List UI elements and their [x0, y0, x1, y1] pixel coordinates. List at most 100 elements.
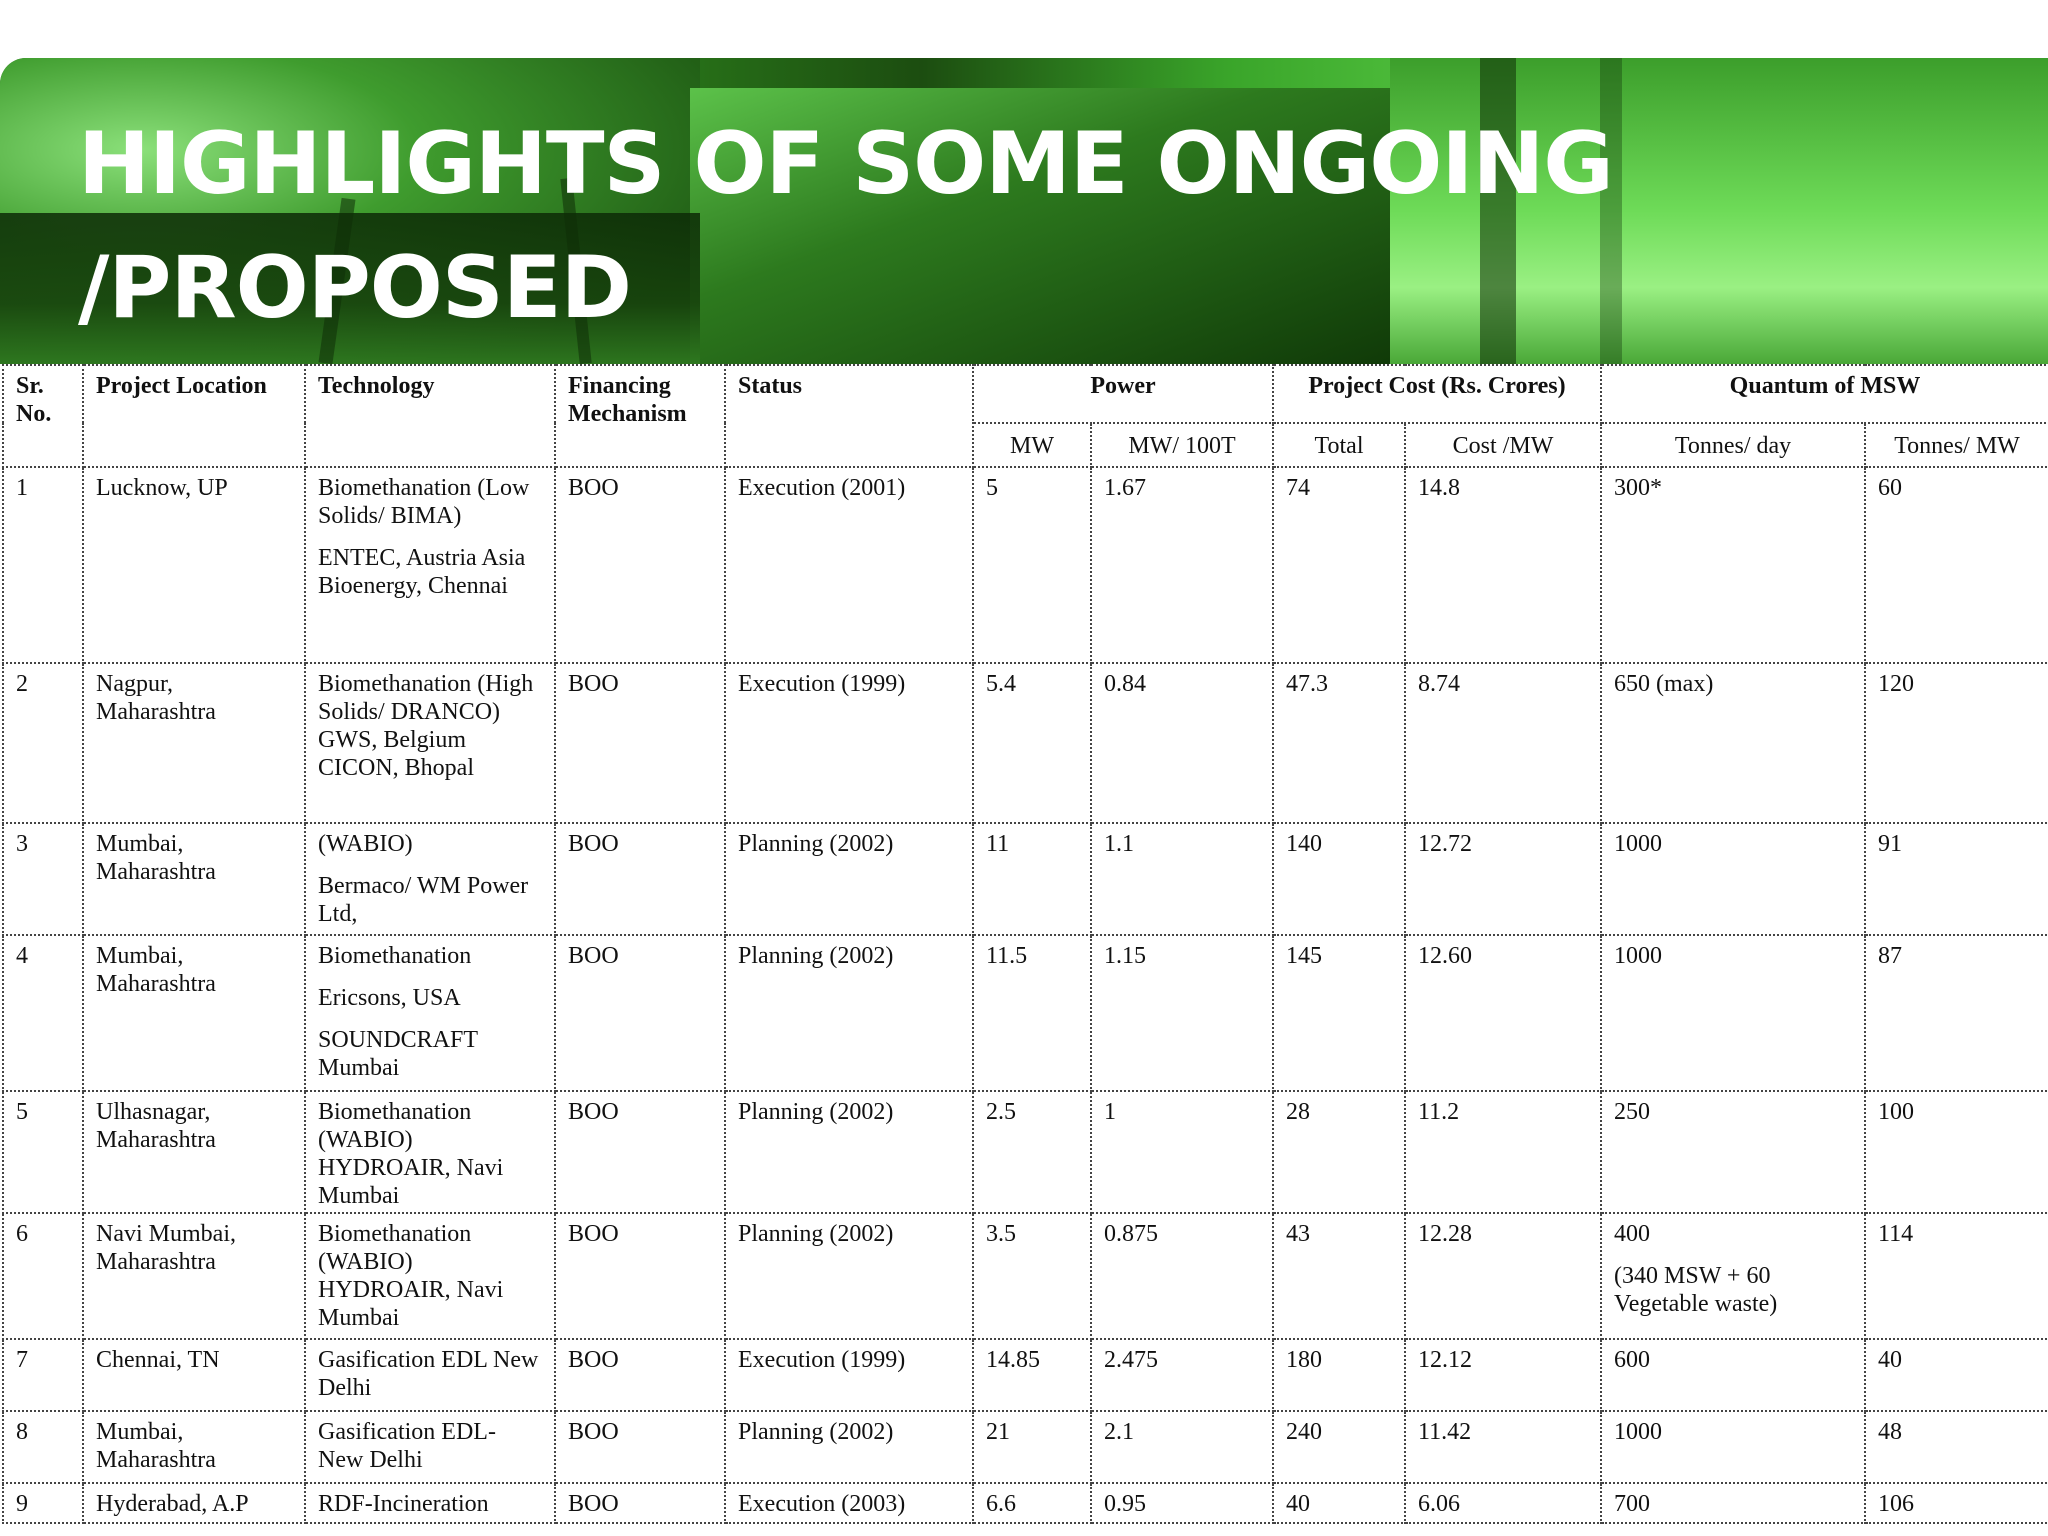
- cell-location: Mumbai, Maharashtra: [82, 1410, 306, 1484]
- cell-status: Planning (2002): [724, 1212, 974, 1340]
- slide-title-line-1: HIGHLIGHTS OF SOME ONGOING /PROPOSED: [78, 114, 1614, 338]
- cell-tonnes-day: 650 (max): [1600, 662, 1867, 824]
- cell-location: Ulhasnagar, Maharashtra: [82, 1090, 306, 1214]
- cell-total: 40: [1272, 1482, 1407, 1524]
- cell-financing: BOO: [554, 822, 726, 936]
- cell-technology: Biomethanation Ericsons, USA SOUNDCRAFT …: [304, 934, 556, 1092]
- cell-sr: 9: [2, 1482, 84, 1524]
- cell-tonnes-day: 600: [1600, 1338, 1867, 1412]
- table-row: 2 Nagpur, Maharashtra Biomethanation (Hi…: [2, 662, 2048, 824]
- cell-financing: BOO: [554, 662, 726, 824]
- cell-financing: BOO: [554, 1482, 726, 1524]
- cell-tonnes-day: 1000: [1600, 1410, 1867, 1484]
- header-sr-no: Sr. No.: [2, 364, 84, 468]
- table-row: 3 Mumbai, Maharashtra (WABIO) Bermaco/ W…: [2, 822, 2048, 936]
- cell-mw-100t: 1.67: [1089, 466, 1275, 664]
- cell-mw: 6.6: [972, 1482, 1092, 1524]
- cell-location: Nagpur, Maharashtra: [82, 662, 306, 824]
- cell-cost-mw: 6.06: [1404, 1482, 1603, 1524]
- table-row: 4 Mumbai, Maharashtra Biomethanation Eri…: [2, 934, 2048, 1092]
- table-row: 6 Navi Mumbai, Maharashtra Biomethanatio…: [2, 1212, 2048, 1340]
- cell-sr: 3: [2, 822, 84, 936]
- cell-cost-mw: 11.42: [1404, 1410, 1603, 1484]
- header-power: Power: [971, 364, 1275, 424]
- msw-projects-table: Sr. No. Project Location Technology Fina…: [2, 364, 2048, 1524]
- cell-total: 47.3: [1272, 662, 1407, 824]
- header-project-cost: Project Cost (Rs. Crores): [1272, 364, 1603, 424]
- cell-cost-mw: 14.8: [1404, 466, 1603, 664]
- cell-location: Chennai, TN: [82, 1338, 306, 1412]
- tech-line: (WABIO): [318, 831, 413, 857]
- cell-sr: 6: [2, 1212, 84, 1340]
- cell-tonnes-mw: 40: [1864, 1338, 2048, 1412]
- tree-trunk-graphic: [1600, 58, 1622, 364]
- cell-location: Navi Mumbai, Maharashtra: [82, 1212, 306, 1340]
- cell-financing: BOO: [554, 1338, 726, 1412]
- cell-total: 140: [1272, 822, 1407, 936]
- cell-tonnes-mw: 120: [1864, 662, 2048, 824]
- title-banner: [0, 58, 2048, 364]
- tech-line: Biomethanation (Low Solids/ BIMA): [318, 475, 530, 529]
- cell-status: Execution (2003): [724, 1482, 974, 1524]
- header-financing-mechanism: Financing Mechanism: [554, 364, 726, 468]
- cell-tonnes-mw: 91: [1864, 822, 2048, 936]
- cell-cost-mw: 12.28: [1404, 1212, 1603, 1340]
- cell-mw: 11.5: [972, 934, 1092, 1092]
- cell-mw: 5.4: [972, 662, 1092, 824]
- cell-mw: 11: [972, 822, 1092, 936]
- cell-mw-100t: 2.1: [1089, 1410, 1275, 1484]
- cell-mw-100t: 1: [1089, 1090, 1275, 1214]
- cell-financing: BOO: [554, 1410, 726, 1484]
- cell-status: Planning (2002): [724, 934, 974, 1092]
- cell-tonnes-day: 1000: [1600, 822, 1867, 936]
- header-project-location: Project Location: [82, 364, 306, 468]
- cell-financing: BOO: [554, 1212, 726, 1340]
- cell-sr: 8: [2, 1410, 84, 1484]
- cell-sr: 2: [2, 662, 84, 824]
- cell-tonnes-day: 400 (340 MSW + 60 Vegetable waste): [1600, 1212, 1867, 1340]
- table-row: 5 Ulhasnagar, Maharashtra Biomethanation…: [2, 1090, 2048, 1214]
- cell-tonnes-mw: 100: [1864, 1090, 2048, 1214]
- cell-location: Lucknow, UP: [82, 466, 306, 664]
- cell-mw: 5: [972, 466, 1092, 664]
- cell-status: Planning (2002): [724, 1090, 974, 1214]
- subheader-row: MW MW/ 100T Total Cost /MW Tonnes/ day T…: [3, 422, 2048, 468]
- cell-total: 240: [1272, 1410, 1407, 1484]
- cell-mw-100t: 1.15: [1089, 934, 1275, 1092]
- cell-cost-mw: 12.72: [1404, 822, 1603, 936]
- cell-total: 28: [1272, 1090, 1407, 1214]
- header-mw: MW: [972, 422, 1092, 468]
- cell-status: Execution (1999): [724, 1338, 974, 1412]
- header-status: Status: [724, 364, 974, 468]
- cell-financing: BOO: [554, 466, 726, 664]
- cell-technology: Gasification EDL- New Delhi: [304, 1410, 556, 1484]
- cell-tonnes-mw: 114: [1864, 1212, 2048, 1340]
- header-row: Sr. No. Project Location Technology Fina…: [2, 364, 2048, 468]
- cell-mw-100t: 1.1: [1089, 822, 1275, 936]
- cell-total: 180: [1272, 1338, 1407, 1412]
- cell-mw: 21: [972, 1410, 1092, 1484]
- cell-mw-100t: 0.95: [1089, 1482, 1275, 1524]
- cell-mw: 3.5: [972, 1212, 1092, 1340]
- cell-mw: 14.85: [972, 1338, 1092, 1412]
- cell-financing: BOO: [554, 1090, 726, 1214]
- cell-mw-100t: 0.875: [1089, 1212, 1275, 1340]
- cell-status: Planning (2002): [724, 822, 974, 936]
- cell-status: Execution (2001): [724, 466, 974, 664]
- cell-tonnes-day: 300*: [1600, 466, 1867, 664]
- cell-sr: 7: [2, 1338, 84, 1412]
- cell-technology: Biomethanation (Low Solids/ BIMA) ENTEC,…: [304, 466, 556, 664]
- cell-cost-mw: 11.2: [1404, 1090, 1603, 1214]
- cell-technology: Biomethanation (WABIO) HYDROAIR, Navi Mu…: [304, 1090, 556, 1214]
- cell-sr: 4: [2, 934, 84, 1092]
- header-cost-mw: Cost /MW: [1404, 422, 1603, 468]
- table-row: 1 Lucknow, UP Biomethanation (Low Solids…: [2, 466, 2048, 664]
- cell-tonnes-mw: 48: [1864, 1410, 2048, 1484]
- tech-line: SOUNDCRAFT Mumbai: [318, 1027, 478, 1081]
- cell-tonnes-day: 250: [1600, 1090, 1867, 1214]
- cell-mw-100t: 2.475: [1089, 1338, 1275, 1412]
- tonnes-day-value: 400: [1614, 1221, 1651, 1247]
- cell-mw-100t: 0.84: [1089, 662, 1275, 824]
- tech-line: Ericsons, USA: [318, 985, 461, 1011]
- cell-tonnes-mw: 87: [1864, 934, 2048, 1092]
